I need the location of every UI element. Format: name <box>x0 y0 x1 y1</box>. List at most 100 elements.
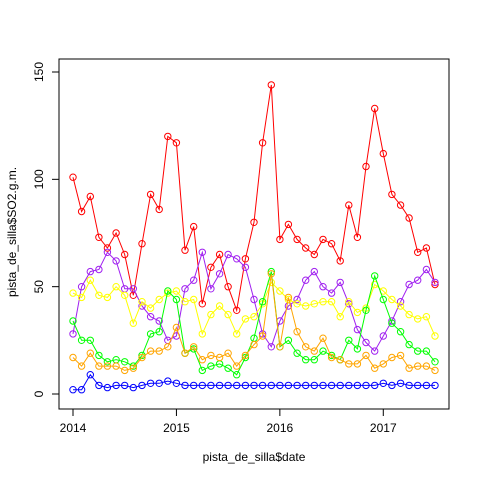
series-2-point <box>250 313 258 321</box>
series-4-point <box>258 332 267 340</box>
series-1-point <box>258 330 267 338</box>
series-2-point <box>353 308 362 317</box>
y-axis: 0 50 100 150 <box>32 62 60 397</box>
series-3-point <box>431 358 439 366</box>
series-3-point <box>241 353 250 362</box>
series-0-point <box>103 244 112 252</box>
series-2-point <box>388 295 396 304</box>
series-5-point <box>431 381 439 390</box>
series-5-point <box>77 386 86 394</box>
series-5-point <box>86 371 95 379</box>
series-3-point <box>414 347 422 355</box>
series-5-point <box>129 383 138 392</box>
series-1-point <box>379 332 387 340</box>
series-0-point <box>155 205 163 214</box>
series-1-point <box>146 313 155 321</box>
series-4-point <box>129 364 138 372</box>
series-4-point <box>267 270 275 278</box>
series-5-point <box>146 379 155 387</box>
y-tick-label: 0 <box>32 390 46 397</box>
series-3-point <box>86 336 95 344</box>
series-0-point <box>258 139 267 147</box>
series-2-point <box>310 300 318 308</box>
x-tick-label: 2017 <box>370 421 397 435</box>
series-4-point <box>310 347 318 355</box>
series-3-point <box>284 336 293 344</box>
series-1-point <box>345 300 353 308</box>
series-2-point <box>405 310 413 319</box>
series-3-point <box>388 319 396 327</box>
series-4-point <box>250 340 258 349</box>
series-2-point <box>215 302 224 310</box>
series-1-point <box>431 278 439 287</box>
series-1-point <box>190 276 198 284</box>
series-5-point <box>319 381 327 390</box>
series-4-point <box>77 362 86 370</box>
series-2-point <box>302 302 310 310</box>
series-5-point <box>371 381 379 390</box>
x-axis: 2014 2015 2016 2017 <box>60 408 397 435</box>
series-0-point <box>379 149 387 158</box>
series-3-point <box>379 295 387 304</box>
series-0-point <box>198 300 207 308</box>
series-4-point <box>155 347 163 355</box>
series-4-point <box>371 364 379 372</box>
series-5-point <box>164 377 172 385</box>
series-3-point <box>155 328 163 336</box>
series-1-point <box>336 278 344 287</box>
series-4-point <box>388 353 396 362</box>
series-4-point <box>215 353 224 362</box>
series-4-point <box>362 351 370 360</box>
series-4-point <box>293 328 301 336</box>
series-0-point <box>371 104 379 113</box>
series-3-point <box>121 358 129 366</box>
series-1-point <box>371 347 379 355</box>
series-0-point <box>293 235 301 244</box>
series-3-point <box>224 364 232 372</box>
series-3-point <box>198 366 207 375</box>
series-1-point <box>250 295 258 304</box>
series-4-point <box>276 343 284 351</box>
series-3-point <box>422 347 431 355</box>
series-4-point <box>327 353 336 362</box>
series-5-point <box>396 379 405 387</box>
series-3-point <box>302 356 310 364</box>
series-0-point <box>396 201 405 209</box>
series-5-point <box>353 381 362 390</box>
series-5-point <box>241 381 250 390</box>
series-4-point <box>146 347 155 355</box>
series-0-point <box>388 190 396 199</box>
series-1-point <box>319 283 327 291</box>
series-3-point <box>77 336 86 344</box>
series-1 <box>69 248 439 355</box>
series-1-point <box>267 343 275 351</box>
series-1-point <box>86 267 95 276</box>
series-2-point <box>155 295 163 304</box>
series-0-point <box>233 306 241 314</box>
series-1-point <box>414 276 422 284</box>
series-4-point <box>241 351 250 360</box>
series-2-point <box>336 313 344 321</box>
series-5-point <box>233 381 241 390</box>
series-0-point <box>336 257 344 265</box>
series-5-point <box>155 379 163 387</box>
series-0-point <box>319 235 327 244</box>
series-2-point <box>276 287 284 295</box>
series-0-point <box>172 139 181 147</box>
series-1-point <box>215 270 224 278</box>
series-1-point <box>362 338 370 347</box>
series-2-point <box>146 304 155 312</box>
series-2-point <box>319 298 327 306</box>
series-3-point <box>371 272 379 280</box>
series-5-point <box>302 381 310 390</box>
series-0-point <box>362 162 370 171</box>
series-1-point <box>181 285 189 293</box>
series-3-point <box>362 306 370 314</box>
series-3-line <box>72 271 436 376</box>
series-2 <box>69 276 439 340</box>
series-0-point <box>276 235 284 244</box>
series-0-point <box>146 190 155 199</box>
series-0-point <box>77 207 86 216</box>
series-5-point <box>345 381 353 390</box>
series-5-point <box>379 379 387 387</box>
